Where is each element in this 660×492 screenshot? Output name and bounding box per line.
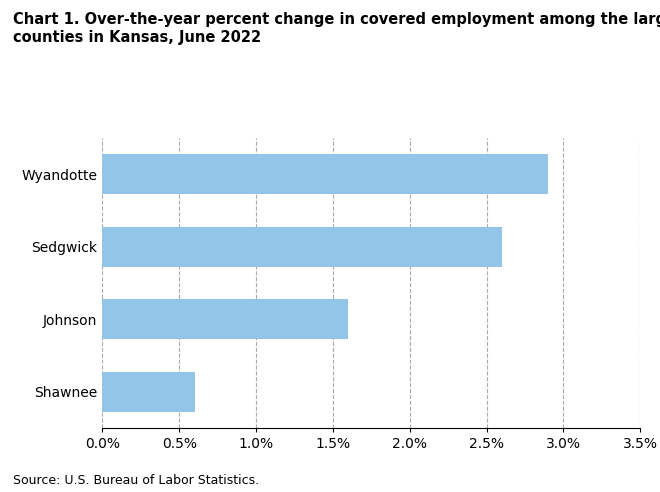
Text: Source: U.S. Bureau of Labor Statistics.: Source: U.S. Bureau of Labor Statistics.: [13, 474, 259, 487]
Text: Chart 1. Over-the-year percent change in covered employment among the largest
co: Chart 1. Over-the-year percent change in…: [13, 12, 660, 45]
Bar: [102, 372, 195, 412]
Bar: [102, 227, 502, 267]
Bar: [102, 299, 348, 339]
Bar: [102, 154, 548, 194]
